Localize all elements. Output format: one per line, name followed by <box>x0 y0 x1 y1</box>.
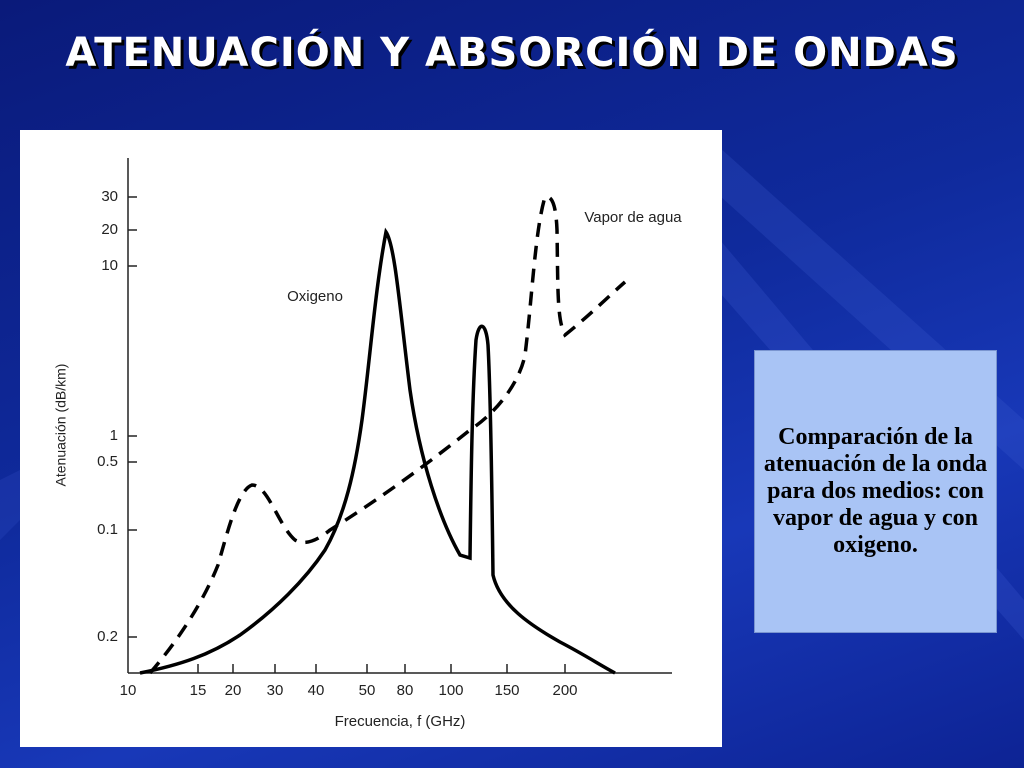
y-tick-label: 30 <box>101 188 118 205</box>
x-tick-label: 80 <box>397 682 414 699</box>
y-tick-label: 0.5 <box>97 453 118 470</box>
y-tick-label: 10 <box>101 257 118 274</box>
slide-title: ATENUACIÓN Y ABSORCIÓN DE ONDAS <box>65 30 959 76</box>
x-tick-label: 30 <box>267 682 284 699</box>
x-tick-label: 150 <box>494 682 519 699</box>
x-tick-label: 20 <box>225 682 242 699</box>
x-tick-label: 100 <box>438 682 463 699</box>
figure: 30 20 10 1 0.5 0.1 0.2 10 15 20 30 40 50 80 100 150 200… <box>53 158 682 730</box>
curve-label: Vapor de agua <box>584 209 682 226</box>
x-tick-label: 15 <box>190 682 207 699</box>
y-tick-label: 0.1 <box>97 521 118 538</box>
x-tick-label: 40 <box>308 682 325 699</box>
x-tick-label: 10 <box>120 682 137 699</box>
y-tick-label: 1 <box>110 427 118 444</box>
x-tick-label: 50 <box>359 682 376 699</box>
caption-text: Comparación de la atenuación de la onda … <box>763 424 988 558</box>
x-tick-label: 200 <box>552 682 577 699</box>
curve-label: Oxigeno <box>287 288 343 305</box>
oxygen-curve <box>139 227 616 675</box>
y-tick-label: 0.2 <box>97 628 118 645</box>
y-tick-label: 20 <box>101 221 118 238</box>
x-axis-label: Frecuencia, f (GHz) <box>335 713 466 730</box>
water-vapor-curve <box>148 195 627 675</box>
figure-panel: 30 20 10 1 0.5 0.1 0.2 10 15 20 30 40 50 80 100 150 200… <box>20 130 722 747</box>
caption-box: Comparación de la atenuación de la onda … <box>754 350 997 633</box>
y-axis-label: Atenuación (dB/km) <box>53 364 69 487</box>
